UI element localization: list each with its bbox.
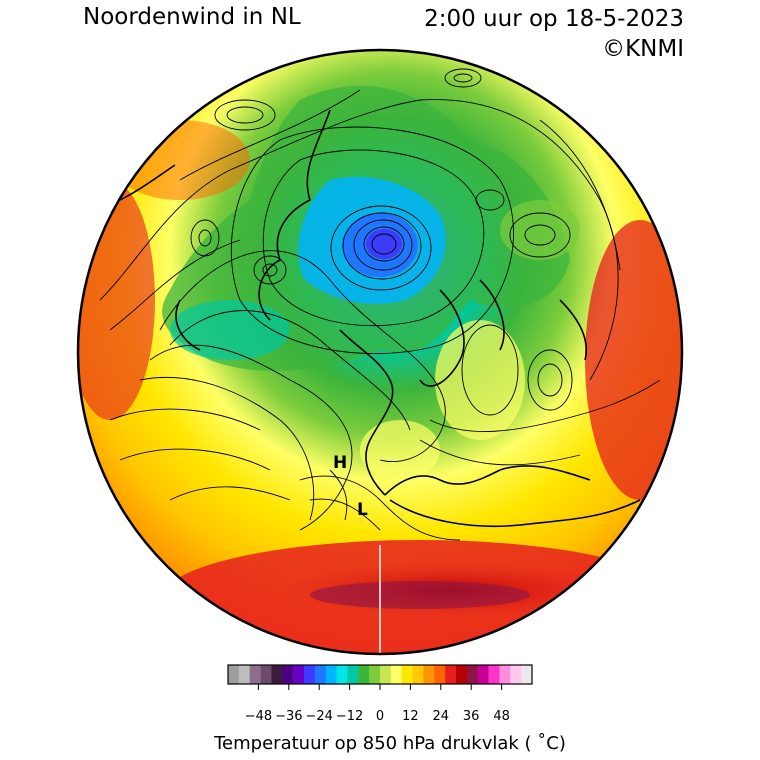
map-credit: ©KNMI (602, 36, 684, 62)
isobar-contours (99, 68, 661, 541)
colorbar-swatch (477, 665, 489, 684)
colorbar-swatch (488, 665, 500, 684)
colorbar-swatch (314, 665, 327, 684)
colorbar-swatch (336, 665, 348, 684)
colorbar-swatch (466, 665, 479, 684)
colorbar-swatch (325, 665, 337, 684)
colorbar-tick-label: −48 (244, 709, 273, 724)
colorbar-swatch (510, 665, 522, 684)
map-title: Noordenwind in NL (83, 4, 301, 30)
map-datetime: 2:00 uur op 18-5-2023 (424, 6, 684, 32)
low-pressure-label: L (357, 500, 368, 520)
colorbar-swatch (249, 665, 261, 684)
colorbar-swatch (238, 665, 251, 684)
colorbar-tick-label: 36 (462, 709, 480, 724)
map-datetime-credit: 2:00 uur op 18-5-2023 ©KNMI (424, 4, 684, 64)
colorbar-swatch (401, 665, 413, 684)
colorbar (227, 664, 533, 690)
globe-outline (76, 48, 684, 656)
colorbar-swatch (228, 665, 240, 684)
colorbar-swatch (271, 665, 283, 684)
colorbar-tick-label: 48 (493, 709, 510, 724)
colorbar-swatch (412, 665, 424, 684)
colorbar-swatch (282, 665, 294, 684)
colorbar-swatch (423, 665, 435, 684)
colorbar-swatch (380, 665, 392, 684)
colorbar-title: Temperatuur op 850 hPa drukvlak ( ˚C) (214, 733, 566, 754)
colorbar-swatch (499, 665, 511, 684)
colorbar-swatch (260, 665, 272, 684)
colorbar-tick-label: 0 (375, 709, 385, 724)
colorbar-tick-label: −12 (335, 709, 364, 724)
colorbar-swatch (369, 665, 381, 684)
colorbar-swatch (358, 665, 370, 684)
colorbar-tick-label: 12 (402, 709, 419, 724)
colorbar-swatch (434, 665, 446, 684)
colorbar-swatch (304, 665, 316, 684)
coastlines (119, 109, 641, 528)
colorbar-tick-label: −24 (305, 709, 333, 724)
colorbar-swatch (445, 665, 457, 684)
high-pressure-label: H (333, 453, 347, 473)
colorbar-swatch (456, 665, 468, 684)
colorbar-tick-label: −36 (275, 709, 303, 724)
colorbar-swatch (390, 665, 403, 684)
colorbar-tick-label: 24 (432, 709, 450, 724)
colorbar-swatch (347, 665, 359, 684)
colorbar-swatch (521, 665, 533, 684)
colorbar-swatch (293, 665, 305, 684)
